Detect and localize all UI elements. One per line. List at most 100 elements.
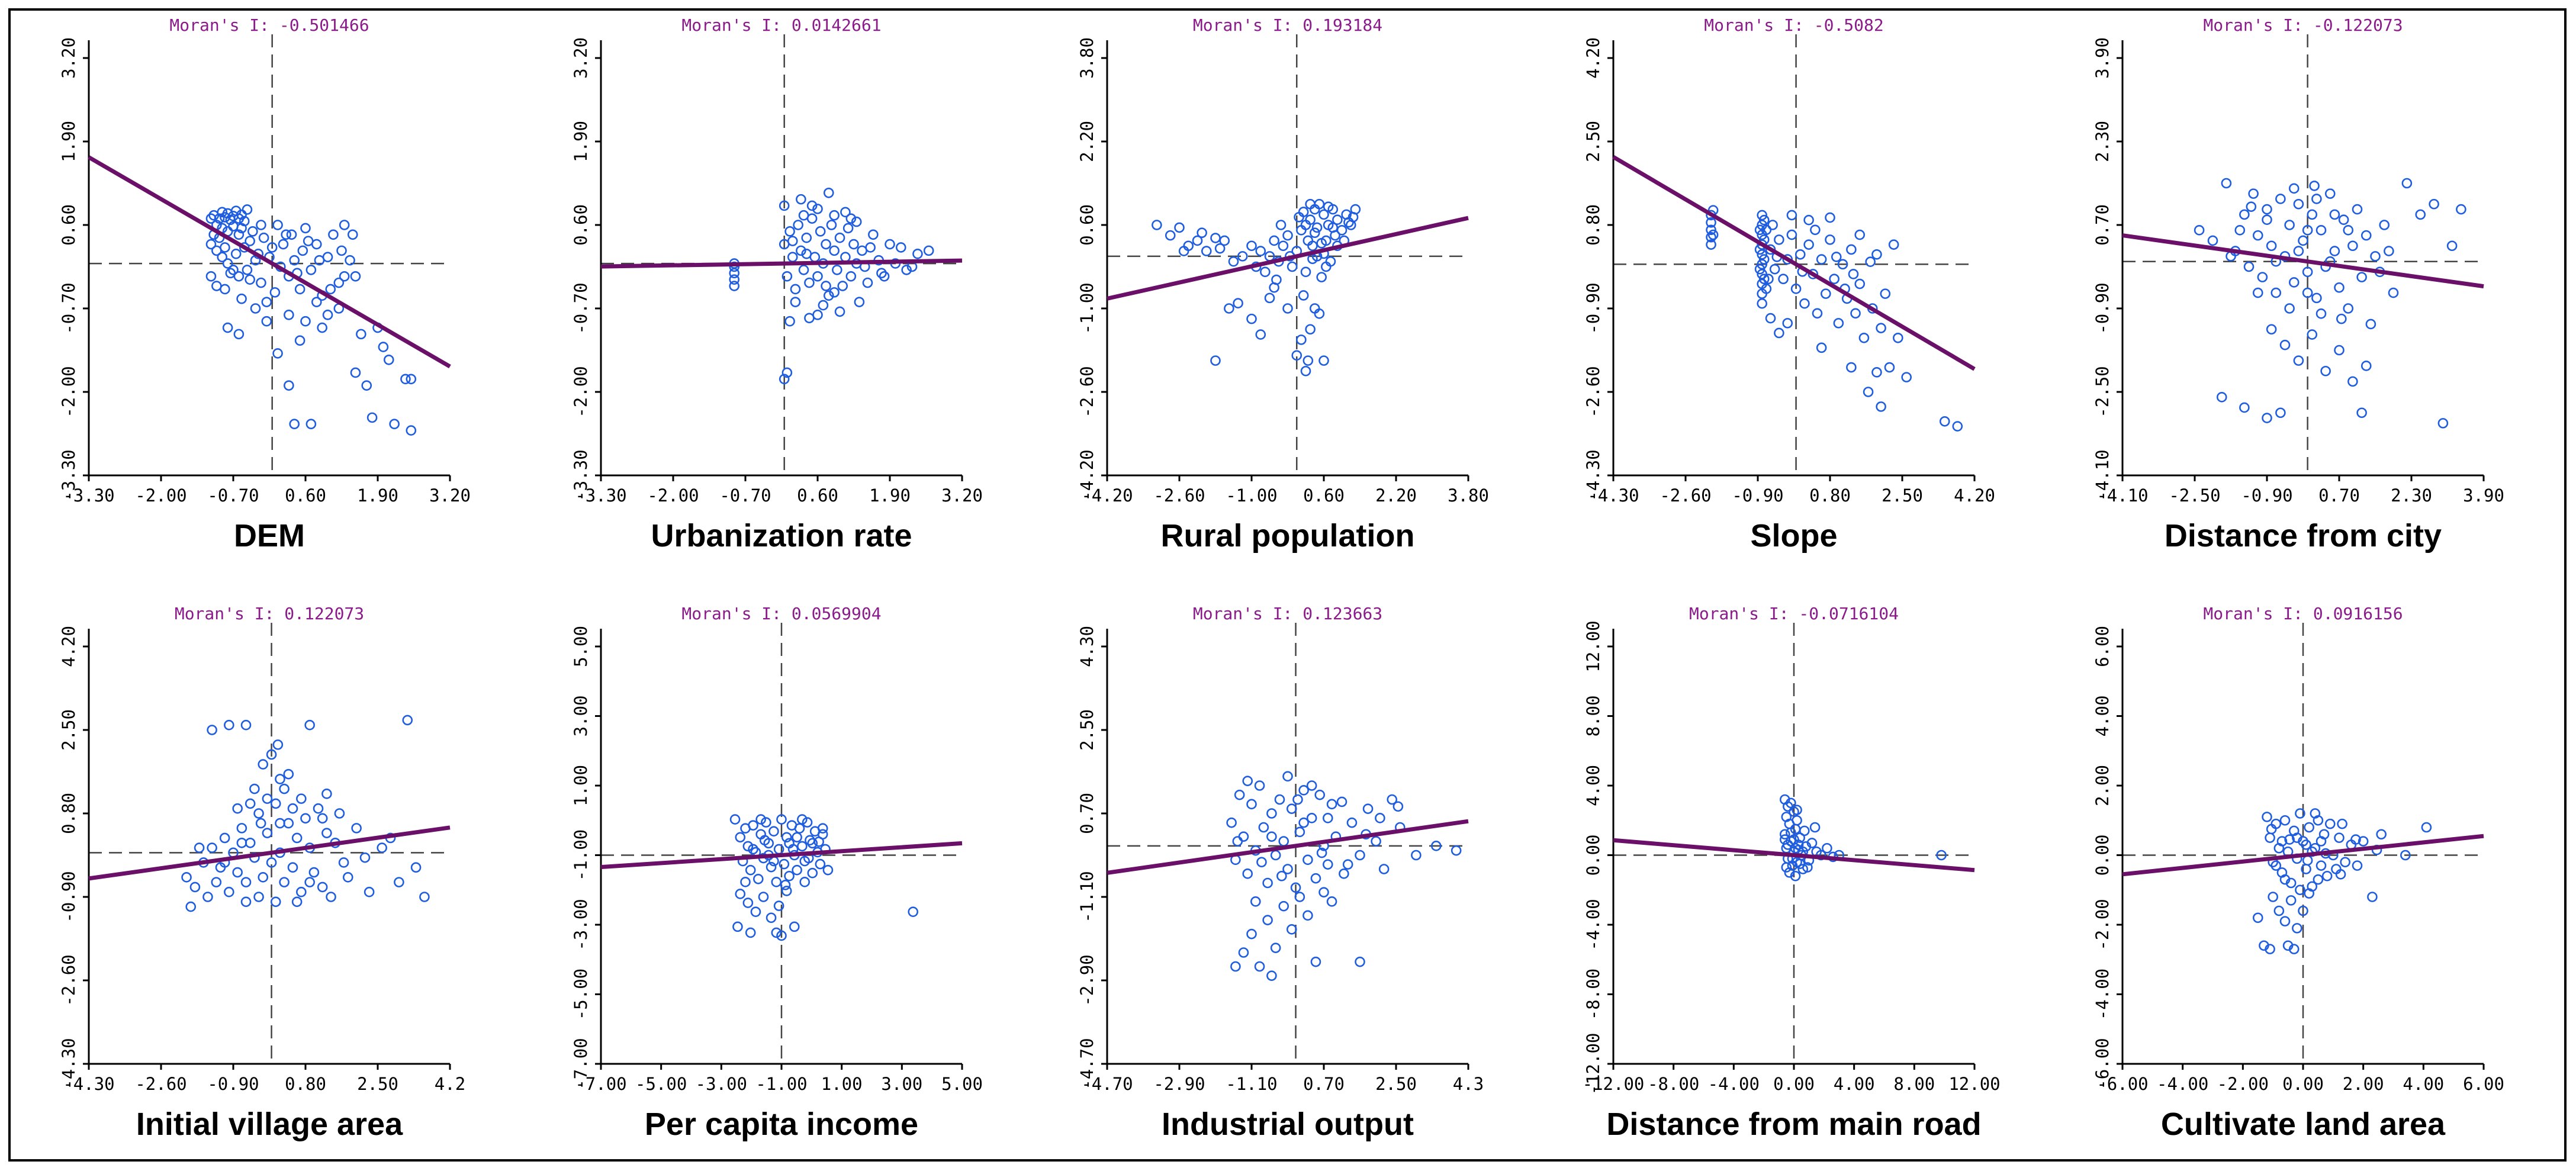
data-point [862,277,873,288]
data-point [1757,259,1767,270]
data-point [296,886,307,897]
x-tick-label: -2.00 [2217,1074,2269,1094]
x-tick-label: 0.70 [2318,485,2360,506]
data-point [779,374,790,385]
data-point [779,200,790,211]
data-point [735,889,746,899]
y-tick-label: 2.30 [2092,121,2112,162]
x-tick-label: -1.00 [1226,485,1277,506]
x-tick-label: 4.00 [1834,1074,1875,1094]
regression-line [2122,834,2484,877]
data-point [2334,345,2345,356]
x-tick-label: 2.50 [1882,485,1923,506]
data-point [1939,416,1950,427]
y-tick-label: -0.90 [1583,282,1603,334]
panel-title: Rural population [1161,518,1415,554]
data-point [2384,246,2394,256]
data-point [289,255,300,266]
y-tick-label: -1.00 [1077,282,1097,334]
y-tick-label: -2.90 [1077,954,1097,1006]
data-point [1318,209,1329,220]
y-tick-label: -2.60 [1077,366,1097,417]
data-point [1854,229,1866,240]
data-point [2307,209,2318,220]
x-tick-label: 12.00 [1948,1074,2000,1094]
data-point [776,814,787,825]
y-tick-label: 0.00 [2092,835,2112,876]
data-point [2352,860,2363,871]
data-point [1178,246,1189,256]
data-point [342,872,353,883]
y-tick-label: 4.00 [1583,765,1603,806]
data-point [1270,850,1281,861]
data-point [2288,944,2300,954]
data-point [2367,892,2378,902]
data-point [304,719,315,731]
data-point [383,354,394,365]
x-tick-label: 3.20 [429,485,471,506]
data-point [2334,282,2345,293]
data-point [2266,240,2277,252]
data-point [2315,860,2327,871]
figure-frame [8,8,2567,1162]
scatter-panel: Moran's I: 0.0142661 -3.30 -2.00 -0.70 0.60 1… [571,15,983,554]
data-point [2347,240,2358,252]
data-point [2268,892,2278,902]
data-point [815,226,826,237]
x-tick-label: 8.00 [1893,1074,1935,1094]
data-point [2239,209,2250,220]
x-tick-label: -4.10 [2096,485,2148,506]
moran-i-label: Moran's I: 0.0916156 [2203,604,2403,623]
data-point [789,921,800,932]
data-point [1821,288,1831,299]
panel-title: Urbanization rate [651,518,912,554]
data-point [792,832,802,843]
data-point [314,255,325,266]
data-point [1311,222,1323,233]
data-point [2288,183,2300,194]
data-point [300,813,311,824]
x-tick-label: -3.30 [63,485,114,506]
y-tick-label: 3.00 [571,696,591,737]
data-point [1342,859,1353,870]
data-point [308,867,320,878]
data-point [837,281,848,291]
data-point [236,223,247,234]
data-point [2252,912,2263,924]
data-point [2415,209,2426,220]
x-tick-label: -0.70 [719,485,771,506]
data-point [806,213,818,224]
data-point [2302,855,2313,866]
y-tick-label: -3.30 [571,449,591,501]
data-point [1430,841,1442,851]
data-point [2376,829,2387,840]
moran-i-label: Moran's I: 0.123663 [1193,604,1382,623]
scatter-panel: Moran's I: 0.0569904 -7.00 -5.00 -3.00 -1.00… [571,604,983,1142]
data-point [1392,801,1404,812]
data-point [2356,407,2367,419]
y-tick-label: 1.90 [571,121,591,162]
data-point [222,258,233,269]
data-point [1256,857,1267,868]
data-point [2293,246,2304,256]
data-point [233,271,245,282]
data-point [1298,785,1309,796]
y-tick-label: 6.00 [2092,626,2112,667]
data-point [1230,961,1241,972]
data-point [1234,789,1245,800]
x-tick-label: 0.70 [1303,1074,1345,1094]
moran-i-label: Moran's I: -0.0716104 [1689,604,1899,623]
data-point [2293,355,2304,366]
data-point [2356,272,2367,282]
y-tick-label: 3.90 [2092,37,2112,79]
data-point [821,281,831,291]
data-point [394,877,404,887]
data-point [1214,243,1226,254]
regression-line [1612,155,1976,371]
data-point [1893,332,1903,343]
data-point [311,239,322,250]
data-point [729,281,740,291]
data-point [1339,868,1349,879]
data-point [1266,808,1277,819]
data-point [1292,794,1303,805]
